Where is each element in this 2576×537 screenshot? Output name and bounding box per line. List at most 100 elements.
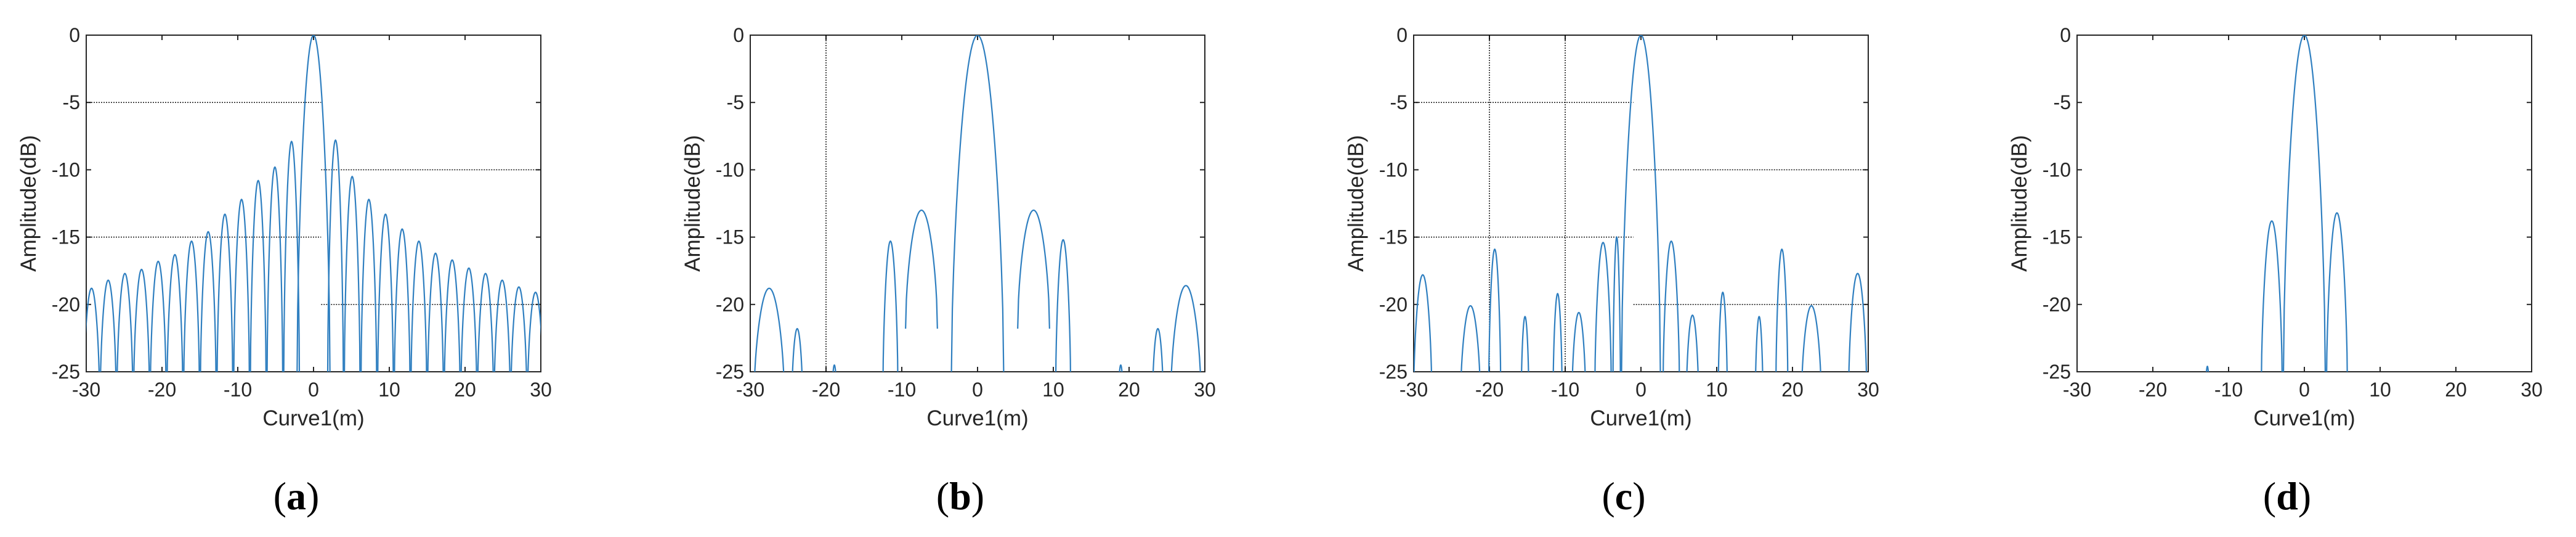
axes-box [86, 35, 541, 372]
lobe [2205, 365, 2209, 372]
x-tick-label: 30 [1194, 379, 1216, 401]
lobe [216, 213, 233, 372]
lobe [249, 179, 267, 372]
lobe [460, 267, 477, 372]
caption-close-paren: ) [971, 474, 984, 518]
lobe [1755, 316, 1764, 372]
x-tick-label: 0 [1635, 379, 1646, 401]
y-tick-label: -10 [2043, 158, 2071, 181]
y-axis-label: Amplitude(dB) [17, 135, 41, 272]
x-axis-label: Curve1(m) [2253, 406, 2355, 430]
lobe [296, 35, 331, 372]
panel-a: -30 -20 -10 0 10 20 30 0 -5 -10 -15 -20 -25 Curve1(m)… [17, 24, 552, 518]
x-tick-label: 20 [1781, 379, 1804, 401]
lobe [882, 240, 899, 372]
lobe [1488, 248, 1502, 372]
y-tick-label: -15 [2043, 226, 2071, 248]
x-axis-label: Curve1(m) [926, 406, 1028, 430]
x-tick-label: -20 [812, 379, 840, 401]
lobe [1017, 209, 1050, 329]
x-tick-label: 0 [972, 379, 983, 401]
caption-open-paren: ( [273, 474, 286, 518]
y-axis-label: Amplitude(dB) [681, 135, 705, 272]
lobe [427, 252, 444, 372]
caption-open-paren: ( [936, 474, 949, 518]
lobe [1663, 240, 1680, 372]
y-tick-label: -20 [2043, 293, 2071, 316]
panel-d: -30 -20 -10 0 10 20 30 0 -5 -10 -15 -20 -25 Curve1(m)… [2007, 24, 2543, 518]
y-tick-label: 0 [733, 24, 744, 46]
lobe [1594, 242, 1612, 372]
x-tick-label: -20 [148, 379, 176, 401]
lobe [1621, 35, 1661, 372]
panel-caption: (c) [1602, 474, 1645, 518]
y-tick-label: -25 [716, 361, 744, 383]
lobe [100, 279, 117, 372]
lobe [1055, 239, 1071, 372]
x-axis-label: Curve1(m) [1590, 406, 1691, 430]
y-tick-label: -20 [52, 293, 80, 316]
lobe [1775, 248, 1789, 372]
lobe [377, 213, 394, 372]
lobe [86, 287, 100, 372]
lobe [2261, 220, 2283, 372]
x-tick-label: -10 [2214, 379, 2243, 401]
caption-letter: d [2276, 474, 2298, 518]
x-tick-label: -20 [1475, 379, 1504, 401]
panel-b: -30 -20 -10 0 10 20 30 0 -5 -10 -15 -20 -25 Curve1(m)… [681, 24, 1216, 518]
x-tick-label: 30 [530, 379, 552, 401]
x-tick-label: -30 [736, 379, 764, 401]
x-tick-label: -20 [2139, 379, 2167, 401]
x-tick-label: 30 [2521, 379, 2543, 401]
lobe [1552, 292, 1563, 372]
series-group [754, 35, 1201, 372]
lobe [1612, 236, 1621, 372]
x-tick-label: 10 [1042, 379, 1064, 401]
y-tick-label: -10 [1379, 158, 1407, 181]
lobe [116, 273, 134, 372]
x-tick-label: 10 [1706, 379, 1728, 401]
y-tick-label: -20 [716, 293, 744, 316]
lobe [950, 35, 1005, 372]
y-tick-label: 0 [1396, 24, 1407, 46]
caption-letter: b [949, 474, 971, 518]
x-tick-label: 20 [2445, 379, 2467, 401]
y-axis-label: Amplitude(dB) [1344, 135, 1368, 272]
y-tick-label: -15 [52, 226, 80, 248]
lobe [510, 286, 527, 372]
y-tick-label: -15 [716, 226, 744, 248]
y-tick-label: -20 [1379, 293, 1407, 316]
lobe [394, 228, 411, 372]
x-tick-label: -10 [888, 379, 916, 401]
x-tick-label: -30 [72, 379, 100, 401]
x-tick-label: 20 [1118, 379, 1140, 401]
lobe [1170, 285, 1201, 372]
lobe [283, 140, 301, 372]
x-tick-label: 10 [378, 379, 400, 401]
caption-letter: a [286, 474, 306, 518]
axes-box [1413, 35, 1869, 372]
lobe [410, 240, 427, 372]
lobe [1717, 291, 1728, 372]
y-tick-label: -10 [716, 158, 744, 181]
series-group [2205, 35, 2348, 372]
lobe [905, 209, 938, 329]
caption-letter: c [1615, 474, 1632, 518]
lobe [477, 273, 494, 372]
axes-box [750, 35, 1205, 372]
y-tick-label: -15 [1379, 226, 1407, 248]
series-group [1414, 35, 1867, 372]
lobe [266, 166, 283, 372]
lobe [150, 260, 167, 372]
lobe [166, 253, 184, 372]
y-tick-label: -25 [1379, 361, 1407, 383]
lobe [326, 139, 344, 372]
lobe [1571, 311, 1586, 372]
y-tick-label: -5 [2054, 91, 2071, 113]
lobe [792, 327, 803, 372]
x-tick-label: 0 [2299, 379, 2310, 401]
lobe [754, 287, 785, 372]
lobe [1521, 316, 1529, 372]
y-tick-label: 0 [2060, 24, 2071, 46]
